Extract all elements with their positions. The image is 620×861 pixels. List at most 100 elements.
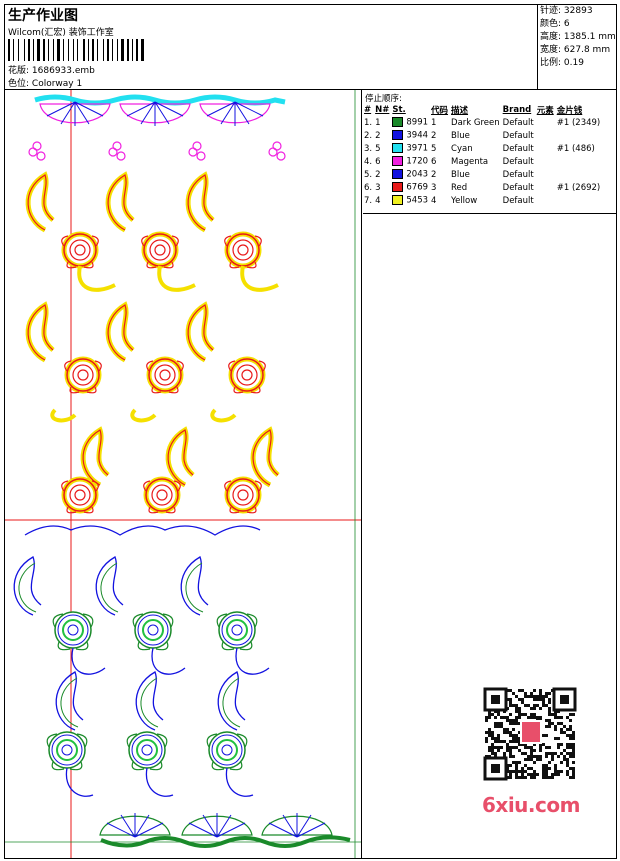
color-description: Blue	[451, 169, 470, 180]
width-label: 宽度:	[540, 45, 562, 55]
color-index: 6	[431, 156, 437, 167]
needle-number: 6	[375, 156, 381, 167]
color-description: Yellow	[451, 195, 478, 206]
color-code: 2043	[406, 169, 429, 180]
needle-number: 2	[375, 130, 381, 141]
height-row: 高度: 1385.1 mm	[538, 31, 616, 44]
color-swatch: 8991	[392, 116, 431, 129]
color-code: 5453	[406, 195, 429, 206]
color-index: 2	[431, 169, 437, 180]
brand-cell: Default	[502, 130, 534, 141]
sequin-cell	[557, 168, 604, 181]
color-swatch: 3971	[392, 142, 431, 155]
page-title: 生产作业图	[8, 8, 78, 24]
table-row: 3. 5 3971 5 Cyan Default #1 (486)	[364, 142, 603, 155]
color-chip	[392, 156, 404, 167]
column-header: 元素	[536, 105, 554, 116]
color-code: 3944	[406, 130, 429, 141]
color-swatch: 3944	[392, 129, 431, 142]
brand-cell: Default	[502, 182, 534, 193]
sequin-cell	[557, 129, 604, 142]
column-header: St.	[392, 104, 406, 115]
color-description: Magenta	[451, 156, 489, 167]
color-chip	[392, 130, 404, 141]
column-header: Brand	[502, 104, 532, 115]
needle-number: 1	[375, 117, 381, 128]
color-index: 5	[431, 143, 437, 154]
color-index: 1	[431, 117, 437, 128]
colors-label: 颜色:	[540, 19, 562, 29]
colors-value: 6	[563, 19, 570, 29]
stitches-label: 针迹:	[540, 6, 562, 16]
stop-sequence-panel: 停止顺序: # N# St. 代码 描述 Brand 元素 金片钱 1. 1 899…	[363, 90, 616, 214]
table-row: 5. 2 2043 2 Blue Default	[364, 168, 603, 181]
scale-label: 比例:	[540, 58, 562, 68]
design-file-label: 花版:	[8, 66, 30, 76]
element-cell	[537, 168, 557, 181]
color-index: 2	[431, 130, 437, 141]
element-cell	[537, 116, 557, 129]
studio-name: Wilcom(汇宏) 装饰工作室	[8, 28, 114, 38]
row-number: 5.	[364, 169, 373, 180]
color-description: Red	[451, 182, 468, 193]
color-code: 1720	[406, 156, 429, 167]
width-row: 宽度: 627.8 mm	[538, 44, 616, 57]
sequin-cell	[557, 155, 604, 168]
stitches-row: 针迹: 32893	[538, 5, 616, 18]
barcode-image	[8, 39, 173, 61]
table-header-row: # N# St. 代码 描述 Brand 元素 金片钱	[364, 103, 603, 116]
row-number: 2.	[364, 130, 373, 141]
production-sheet: 生产作业图 Wilcom(汇宏) 装饰工作室 花版: 1686933.emb 色…	[4, 4, 617, 859]
color-chip	[392, 169, 404, 180]
design-preview	[5, 90, 362, 858]
brand-cell: Default	[502, 169, 534, 180]
column-header: 代码	[431, 105, 449, 116]
row-number: 6.	[364, 182, 373, 193]
color-code: 3971	[406, 143, 429, 154]
sequin-cell	[557, 194, 604, 207]
needle-number: 4	[375, 195, 381, 206]
color-swatch: 5453	[392, 194, 431, 207]
stitches-value: 32893	[563, 6, 593, 16]
brand-cell: Default	[502, 117, 534, 128]
color-chip	[392, 117, 404, 128]
brand-cell: Default	[502, 143, 534, 154]
color-index: 3	[431, 182, 437, 193]
table-row: 7. 4 5453 4 Yellow Default	[364, 194, 603, 207]
watermark-brand: 6xiu.com	[482, 793, 580, 817]
column-header: 金片钱	[556, 105, 583, 116]
design-file-value: 1686933.emb	[31, 66, 95, 76]
color-description: Cyan	[451, 143, 473, 154]
needle-number: 3	[375, 182, 381, 193]
colorway-row: 色位: Colorway 1	[8, 76, 82, 89]
element-cell	[537, 194, 557, 207]
color-code: 8991	[406, 117, 429, 128]
color-chip	[392, 195, 404, 206]
color-description: Blue	[451, 130, 470, 141]
design-file-row: 花版: 1686933.emb	[8, 63, 95, 76]
color-swatch: 2043	[392, 168, 431, 181]
color-swatch: 1720	[392, 155, 431, 168]
row-number: 7.	[364, 195, 373, 206]
color-chip	[392, 182, 404, 193]
scale-value: 0.19	[563, 58, 584, 68]
color-swatch: 6769	[392, 181, 431, 194]
needle-number: 5	[375, 143, 381, 154]
needle-number: 2	[375, 169, 381, 180]
color-index: 4	[431, 195, 437, 206]
row-number: 1.	[364, 117, 373, 128]
color-description: Dark Green	[451, 117, 500, 128]
element-cell	[537, 155, 557, 168]
height-value: 1385.1 mm	[563, 32, 616, 42]
stop-sequence-label: 停止顺序:	[365, 94, 402, 104]
height-label: 高度:	[540, 32, 562, 42]
color-chip	[392, 143, 404, 154]
row-number: 4.	[364, 156, 373, 167]
colorway-label: 色位:	[8, 79, 30, 89]
stop-sequence-table: # N# St. 代码 描述 Brand 元素 金片钱 1. 1 8991 1 Dark…	[364, 103, 603, 207]
table-row: 1. 1 8991 1 Dark Green Default #1 (2349)	[364, 116, 603, 129]
sheet-header: 生产作业图 Wilcom(汇宏) 装饰工作室 花版: 1686933.emb 色…	[5, 5, 538, 90]
embroidery-design-image	[5, 90, 361, 858]
table-row: 6. 3 6769 3 Red Default #1 (2692)	[364, 181, 603, 194]
row-number: 3.	[364, 143, 373, 154]
